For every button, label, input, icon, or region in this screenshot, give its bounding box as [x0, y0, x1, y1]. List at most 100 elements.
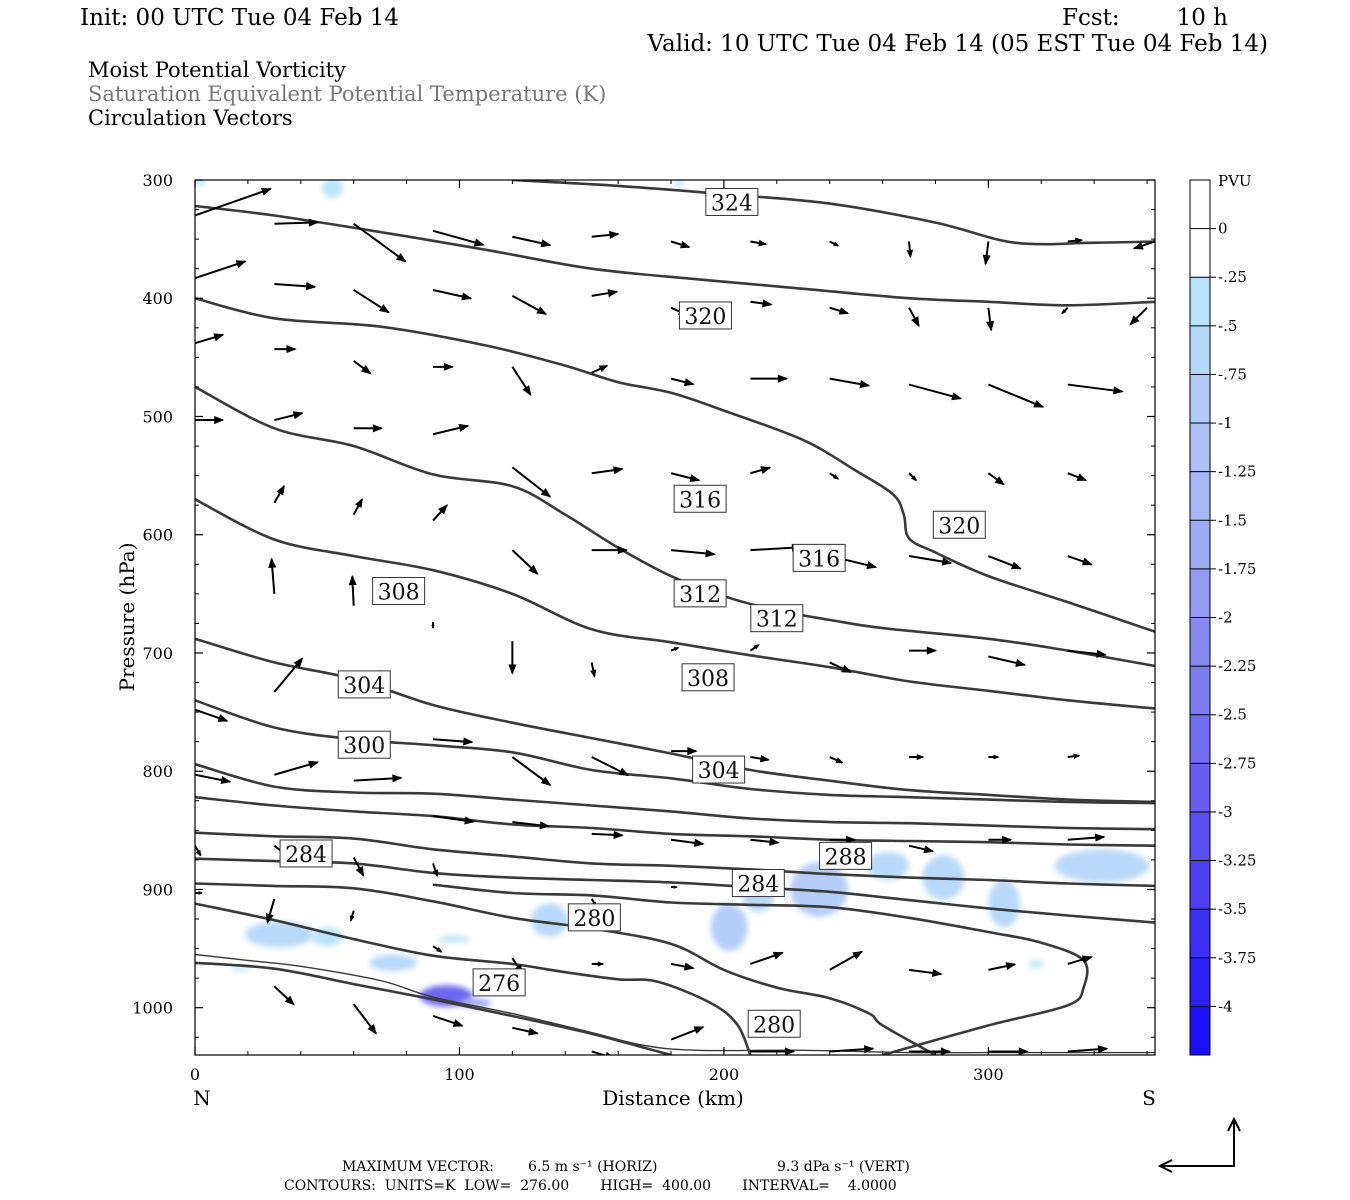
- colorbar-label-15: -3.75: [1218, 949, 1256, 967]
- svg-text:320: 320: [684, 305, 726, 330]
- circulation-vector-38: [195, 415, 225, 425]
- circulation-vector-49: [1067, 472, 1088, 482]
- colorbar-label-10: -2.5: [1218, 706, 1247, 724]
- circulation-vector-2: [353, 222, 407, 263]
- svg-text:280: 280: [573, 907, 615, 932]
- colorbar-label-14: -3.5: [1218, 900, 1247, 918]
- circulation-vector-110: [829, 950, 864, 971]
- circulation-vector-42: [511, 466, 552, 498]
- circulation-vector-89: [591, 830, 624, 839]
- isentrope-292-9: [195, 831, 1155, 888]
- contour-info: CONTOURS: UNITS=K LOW= 276.00 HIGH= 400.…: [284, 1178, 897, 1194]
- colorbar-segment-1: [1190, 228, 1210, 278]
- mpv-area-6: [229, 966, 251, 972]
- circulation-vector-32: [670, 377, 695, 387]
- x-tick-label-100: 100: [444, 1065, 475, 1084]
- circulation-vector-11: [1067, 237, 1084, 244]
- colorbar-label-1: -.25: [1218, 268, 1247, 286]
- init-time: Init: 00 UTC Tue 04 Feb 14: [80, 5, 399, 31]
- mpv-area-10: [530, 903, 568, 937]
- contour-label-16: 280: [747, 1009, 801, 1038]
- circulation-vector-69: [909, 646, 937, 655]
- circulation-vector-78: [671, 747, 698, 756]
- svg-text:308: 308: [687, 667, 729, 692]
- colorbar-label-5: -1.25: [1218, 463, 1256, 481]
- mpv-area-1: [321, 180, 344, 198]
- circulation-vector-119: [670, 1026, 705, 1041]
- mpv-area-11: [710, 903, 748, 951]
- x-axis: 0 100 200 300: [190, 180, 1148, 1084]
- circulation-vector-24: [1061, 306, 1069, 315]
- isentrope-284-12: [432, 883, 1089, 1055]
- contour-label-14: 284: [731, 869, 785, 898]
- svg-text:300: 300: [343, 734, 385, 759]
- contour-label-8: 308: [681, 663, 735, 692]
- circulation-vector-124: [1067, 1045, 1109, 1054]
- mpv-area-3: [245, 921, 315, 948]
- circulation-vector-18: [591, 289, 619, 298]
- y-axis-label: Pressure (hPa): [115, 543, 139, 692]
- contour-label-10: 304: [692, 755, 746, 784]
- circulation-vector-123: [988, 1047, 1029, 1055]
- circulation-vector-86: [353, 774, 403, 783]
- isentrope-296-8: [195, 795, 1155, 847]
- colorbar-label-9: -2.25: [1218, 657, 1256, 675]
- circulation-vector-41: [432, 423, 470, 436]
- circulation-vector-93: [908, 844, 935, 854]
- colorbar-label-13: -3.25: [1218, 852, 1256, 870]
- contour-label-6: 312: [750, 604, 804, 633]
- colorbar-segment-6: [1190, 471, 1210, 521]
- circulation-vector-73: [273, 657, 304, 693]
- field-vectors: Circulation Vectors: [88, 106, 293, 130]
- x-tick-label-200: 200: [709, 1065, 740, 1084]
- svg-text:308: 308: [378, 580, 420, 605]
- colorbar-segment-17: [1190, 1006, 1210, 1056]
- circulation-vector-80: [829, 756, 844, 764]
- circulation-vector-117: [512, 1026, 539, 1036]
- colorbar-segment-11: [1190, 714, 1210, 764]
- svg-text:280: 280: [753, 1013, 795, 1038]
- circulation-vector-16: [432, 288, 473, 301]
- colorbar-segment-16: [1190, 957, 1210, 1007]
- circulation-vector-50: [273, 484, 286, 504]
- x-tick-label-300: 300: [973, 1065, 1004, 1084]
- circulation-vector-27: [274, 345, 297, 354]
- circulation-vector-90: [670, 838, 705, 847]
- svg-text:324: 324: [711, 191, 753, 216]
- colorbar-segment-13: [1190, 811, 1210, 862]
- circulation-vector-48: [987, 472, 1005, 486]
- isentrope-300-7: [195, 762, 1155, 831]
- colorbar-label-16: -4: [1218, 997, 1233, 1015]
- mpv-area-16: [988, 880, 1021, 928]
- circulation-vectors: [195, 187, 1155, 1055]
- circulation-vector-63: [431, 622, 435, 630]
- circulation-vector-31: [591, 364, 609, 374]
- y-tick-label-500: 500: [142, 407, 173, 426]
- isentrope-272-15: [195, 953, 1155, 1054]
- circulation-vector-26: [195, 333, 225, 345]
- circulation-vector-65: [590, 662, 597, 678]
- mpv-area-17: [1054, 849, 1150, 883]
- max-vector-label: MAXIMUM VECTOR:: [342, 1159, 494, 1175]
- circulation-vector-92: [829, 835, 857, 844]
- circulation-vector-5: [591, 230, 620, 239]
- max-vector-vert: 9.3 dPa s⁻¹ (VERT): [777, 1159, 910, 1175]
- circulation-vector-101: [671, 885, 678, 889]
- colorbar-label-2: -.5: [1218, 317, 1237, 335]
- circulation-vector-30: [511, 366, 532, 396]
- y-tick-label-300: 300: [142, 171, 173, 190]
- svg-text:316: 316: [798, 547, 840, 572]
- colorbar-segment-2: [1190, 277, 1210, 327]
- isentrope-324-0: [195, 204, 1155, 307]
- circulation-vector-52: [432, 504, 448, 522]
- circulation-vector-55: [670, 549, 716, 558]
- circulation-vector-60: [1067, 555, 1093, 566]
- forecast-label: Fcst:: [1062, 5, 1120, 31]
- circulation-vector-95: [1067, 833, 1106, 842]
- circulation-vector-111: [908, 968, 943, 977]
- circulation-vector-45: [750, 466, 772, 475]
- isentrope-280-13: [195, 902, 752, 1055]
- circulation-vector-9: [906, 241, 914, 259]
- circulation-vector-122: [909, 1047, 951, 1055]
- svg-text:304: 304: [343, 674, 385, 699]
